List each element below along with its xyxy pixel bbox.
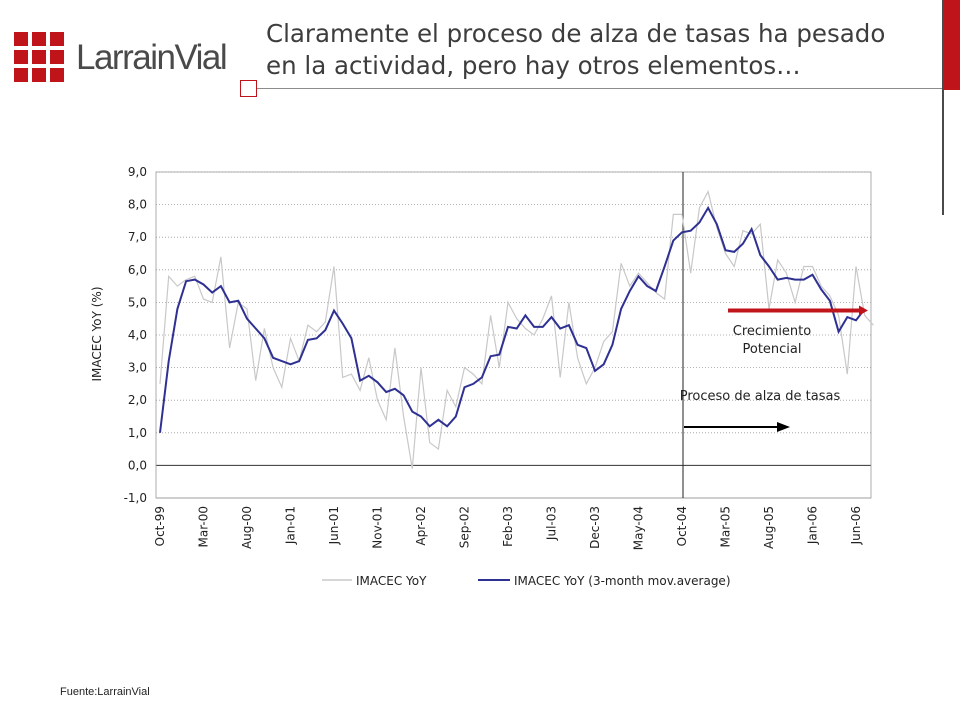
legend-label-imacec-yoy: IMACEC YoY: [356, 574, 427, 588]
y-tick-label: 5,0: [128, 295, 147, 309]
x-tick-label: Feb-03: [501, 506, 515, 547]
x-tick-label: Oct-04: [675, 506, 689, 546]
y-tick-label: 2,0: [128, 393, 147, 407]
y-tick-label: 4,0: [128, 328, 147, 342]
y-tick-label: 9,0: [128, 165, 147, 179]
x-tick-label: Aug-00: [240, 506, 254, 549]
x-tick-label: Jan-01: [284, 506, 298, 545]
series-imacec-yoy-line: [159, 189, 874, 469]
x-tick-label: Nov-01: [371, 506, 385, 549]
x-tick-label: Jan-06: [806, 506, 820, 545]
rate-hike-arrowhead: [777, 422, 790, 432]
source-note: Fuente:LarrainVial: [60, 686, 150, 698]
title-underline: [240, 88, 945, 89]
potential-growth-label-2: Potencial: [742, 342, 801, 357]
slide-title: Claramente el proceso de alza de tasas h…: [266, 18, 946, 82]
y-tick-label: 0,0: [128, 458, 147, 472]
logo-wordmark: LarrainVial: [76, 38, 228, 77]
y-tick-label: 8,0: [128, 198, 147, 212]
series-imacec-3m-avg-line: [159, 205, 866, 433]
potential-growth-arrowhead: [859, 305, 868, 316]
x-tick-label: Apr-02: [414, 506, 428, 546]
y-tick-label: 1,0: [128, 426, 147, 440]
x-tick-label: May-04: [632, 506, 646, 550]
x-tick-label: Sep-02: [458, 506, 472, 548]
x-tick-label: Mar-00: [197, 506, 211, 547]
title-line-1: Claramente el proceso de alza de tasas h…: [266, 19, 886, 48]
logo-grid-icon: [14, 32, 66, 84]
plot-frame: [155, 171, 872, 499]
x-tick-label: Mar-05: [719, 506, 733, 547]
y-tick-label: 6,0: [128, 263, 147, 277]
potential-growth-marker: [728, 305, 868, 316]
larrainvial-logo: LarrainVial: [14, 32, 228, 88]
chart-gridlines: [155, 171, 872, 499]
x-tick-label: Jun-06: [849, 506, 863, 545]
title-line-2: en la actividad, pero hay otros elemento…: [266, 51, 801, 80]
y-axis-tick-labels: 9,0 8,0 7,0 6,0 5,0 4,0 3,0 2,0 1,0 0,0 -1,0: [124, 165, 147, 505]
chart-legend: IMACEC YoY IMACEC YoY (3-month mov.avera…: [322, 574, 731, 588]
y-axis-label: IMACEC YoY (%): [90, 286, 104, 381]
x-axis-tick-labels: Oct-99 Mar-00 Aug-00 Jan-01 Jun-01 Nov-01 Apr-…: [153, 506, 863, 550]
rate-hike-annotation: Proceso de alza de tasas: [680, 389, 841, 404]
y-tick-label: 7,0: [128, 230, 147, 244]
legend-label-imacec-3m-avg: IMACEC YoY (3-month mov.average): [514, 574, 731, 588]
right-edge-bar: [942, 0, 944, 215]
title-box-icon: [240, 80, 257, 97]
x-tick-label: Oct-99: [153, 506, 167, 546]
x-tick-label: Jun-01: [327, 506, 341, 545]
y-tick-label: 3,0: [128, 361, 147, 375]
right-edge-red-block: [944, 0, 960, 90]
y-tick-label: -1,0: [124, 491, 147, 505]
x-tick-label: Dec-03: [588, 506, 602, 549]
potential-growth-label-1: Crecimiento: [733, 324, 812, 339]
x-tick-label: Jul-03: [545, 506, 559, 541]
x-tick-label: Aug-05: [762, 506, 776, 549]
